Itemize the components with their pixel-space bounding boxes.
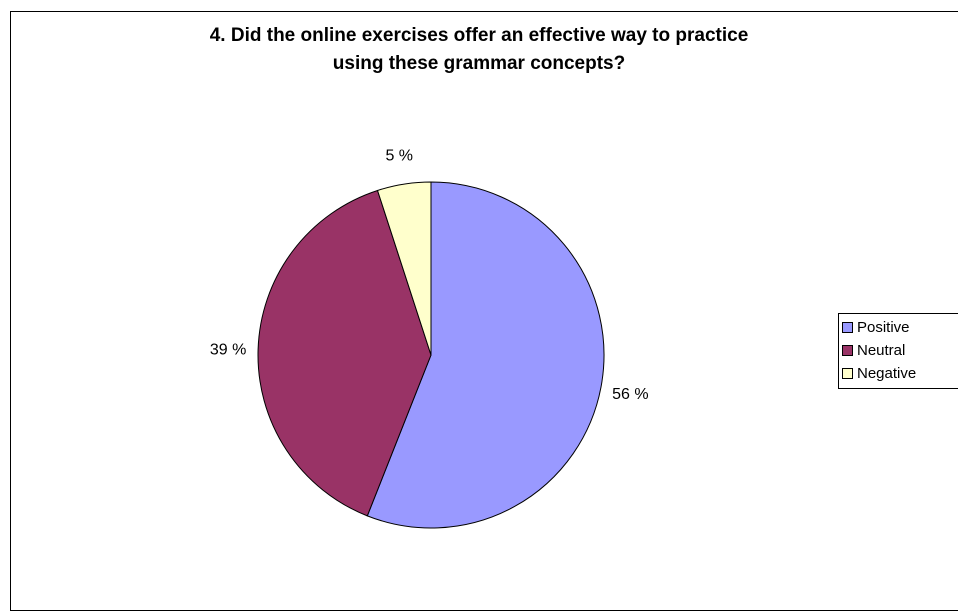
data-label-positive: 56 % [612, 386, 648, 403]
pie-slice-positive [366, 181, 605, 529]
chart-title-line-1: 4. Did the online exercises offer an eff… [209, 25, 749, 46]
pie-chart: 56 % 39 % 5 % [210, 147, 649, 529]
legend: Positive Neutral Negative [838, 313, 958, 389]
data-label-negative: 5 % [385, 147, 413, 164]
legend-swatch-negative [842, 368, 853, 379]
legend-label-neutral: Neutral [857, 342, 906, 359]
legend-item-positive: Positive [839, 316, 958, 339]
legend-swatch-neutral [842, 345, 853, 356]
data-labels: 56 % 39 % 5 % [210, 147, 649, 403]
chart-title: 4. Did the online exercises offer an eff… [0, 22, 958, 78]
data-label-neutral: 39 % [210, 342, 246, 359]
chart-title-line-2: using these grammar concepts? [332, 53, 626, 74]
pie-slices [257, 181, 605, 529]
legend-item-negative: Negative [839, 362, 958, 385]
pie-slice-neutral [257, 189, 432, 517]
legend-swatch-positive [842, 322, 853, 333]
legend-item-neutral: Neutral [839, 339, 958, 362]
pie-slice-negative [376, 181, 432, 356]
legend-label-positive: Positive [857, 319, 910, 336]
legend-label-negative: Negative [857, 365, 917, 382]
